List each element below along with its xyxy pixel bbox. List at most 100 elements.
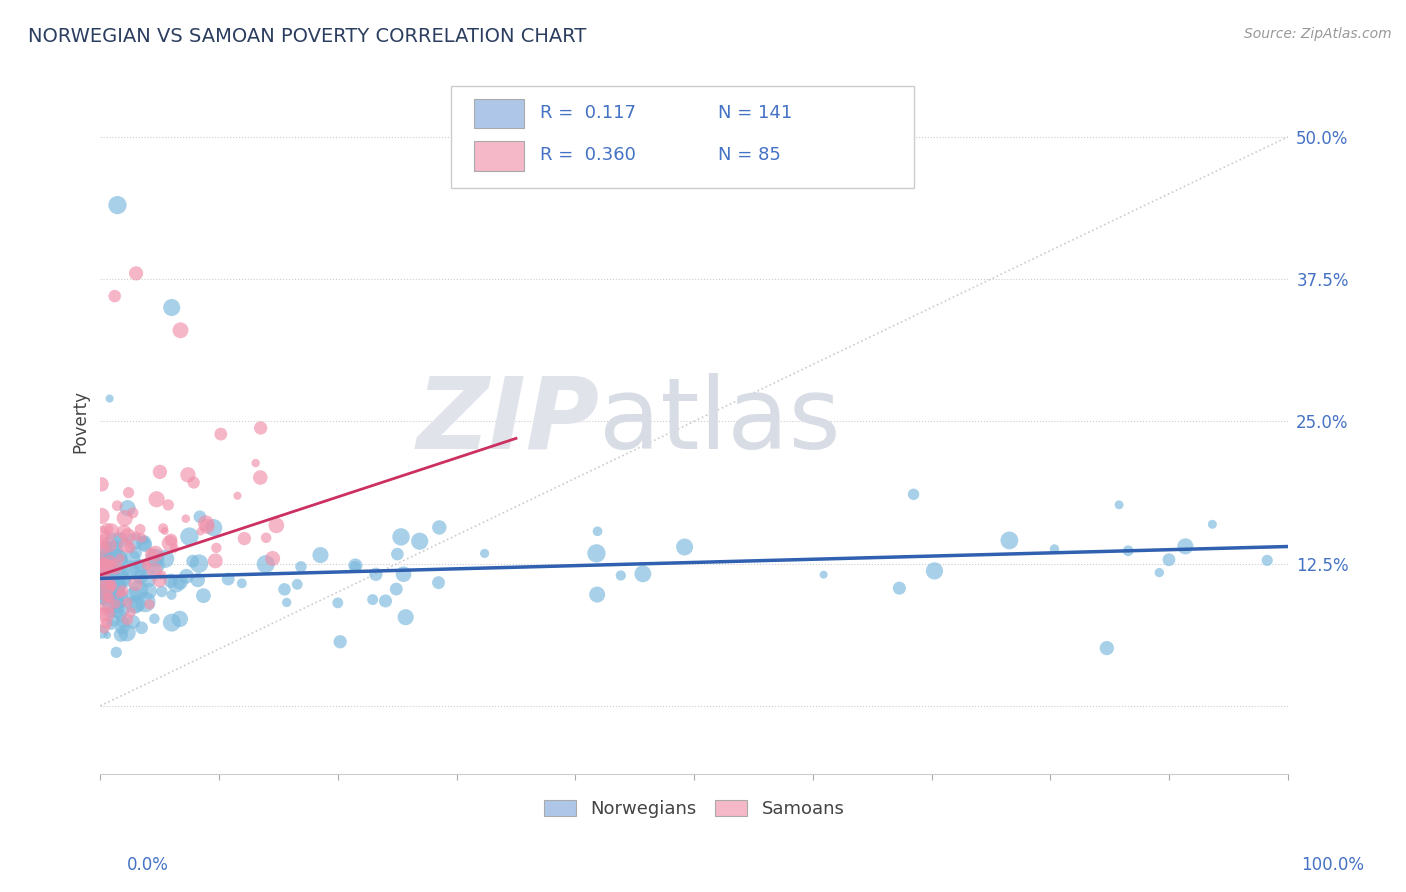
Point [183, 475, 205, 490]
Point [188, 509, 211, 524]
Point [111, 620, 134, 634]
Point [159, 574, 181, 588]
Point [90, 559, 112, 574]
Point [107, 600, 129, 615]
Point [586, 588, 609, 602]
Point [273, 582, 295, 597]
Point [249, 421, 271, 435]
Point [91, 527, 114, 541]
Point [169, 612, 191, 626]
Point [128, 582, 150, 597]
Point [165, 576, 187, 591]
Point [134, 595, 156, 609]
Point [101, 576, 124, 591]
Point [108, 578, 131, 592]
Point [174, 511, 197, 525]
Point [93, 555, 115, 569]
Point [94, 584, 117, 599]
Point [104, 289, 127, 303]
Point [97, 547, 120, 561]
Point [392, 567, 415, 582]
Point [90, 477, 112, 491]
Point [157, 498, 180, 512]
Point [389, 530, 412, 544]
Point [105, 581, 128, 595]
Point [90, 556, 112, 570]
Point [107, 567, 129, 582]
Point [90, 558, 112, 572]
Point [169, 323, 191, 337]
Point [138, 598, 160, 612]
Point [96, 616, 118, 631]
FancyBboxPatch shape [474, 141, 524, 171]
Point [96, 607, 118, 621]
Point [93, 621, 115, 635]
Point [112, 572, 135, 586]
Point [121, 551, 143, 566]
Text: 100.0%: 100.0% [1301, 856, 1364, 874]
Point [409, 534, 432, 549]
Point [150, 568, 173, 582]
Text: ZIP: ZIP [416, 373, 599, 470]
Point [108, 533, 131, 547]
Point [98, 555, 121, 569]
Point [145, 492, 167, 507]
Point [127, 562, 149, 576]
Point [344, 559, 367, 574]
Point [105, 592, 128, 607]
Point [924, 564, 946, 578]
Point [1157, 552, 1180, 566]
Point [427, 575, 450, 590]
Point [204, 554, 226, 568]
Point [132, 536, 155, 550]
Point [110, 590, 132, 604]
Point [149, 465, 172, 479]
Point [91, 572, 114, 586]
Point [122, 506, 145, 520]
Point [129, 558, 152, 573]
Point [110, 551, 132, 566]
Point [105, 499, 128, 513]
Point [96, 581, 118, 595]
Point [187, 573, 209, 587]
Point [100, 559, 122, 574]
Point [117, 612, 139, 626]
Point [115, 625, 138, 640]
Point [361, 592, 384, 607]
Point [266, 518, 288, 533]
Text: NORWEGIAN VS SAMOAN POVERTY CORRELATION CHART: NORWEGIAN VS SAMOAN POVERTY CORRELATION … [28, 27, 586, 45]
Point [100, 563, 122, 577]
Point [285, 577, 308, 591]
Point [889, 581, 911, 595]
Point [96, 628, 118, 642]
Point [427, 520, 450, 534]
Point [90, 535, 112, 549]
Text: 0.0%: 0.0% [127, 856, 169, 874]
Point [108, 597, 131, 611]
Point [998, 533, 1021, 548]
Point [290, 559, 312, 574]
Point [131, 531, 153, 545]
Point [104, 597, 127, 611]
Point [160, 588, 183, 602]
Point [1149, 566, 1171, 580]
Point [108, 591, 131, 606]
Point [143, 612, 166, 626]
Point [117, 596, 139, 610]
Point [374, 594, 396, 608]
Point [1043, 541, 1066, 556]
Point [226, 489, 249, 503]
Point [98, 591, 121, 606]
Point [111, 585, 134, 599]
Text: R =  0.117: R = 0.117 [540, 104, 636, 122]
Text: N = 85: N = 85 [718, 146, 780, 164]
Point [97, 561, 120, 575]
Point [103, 542, 125, 557]
Text: atlas: atlas [599, 373, 841, 470]
Point [125, 597, 148, 611]
Point [176, 569, 198, 583]
Point [193, 589, 215, 603]
Point [91, 541, 114, 556]
FancyBboxPatch shape [451, 87, 914, 188]
Point [309, 548, 332, 562]
